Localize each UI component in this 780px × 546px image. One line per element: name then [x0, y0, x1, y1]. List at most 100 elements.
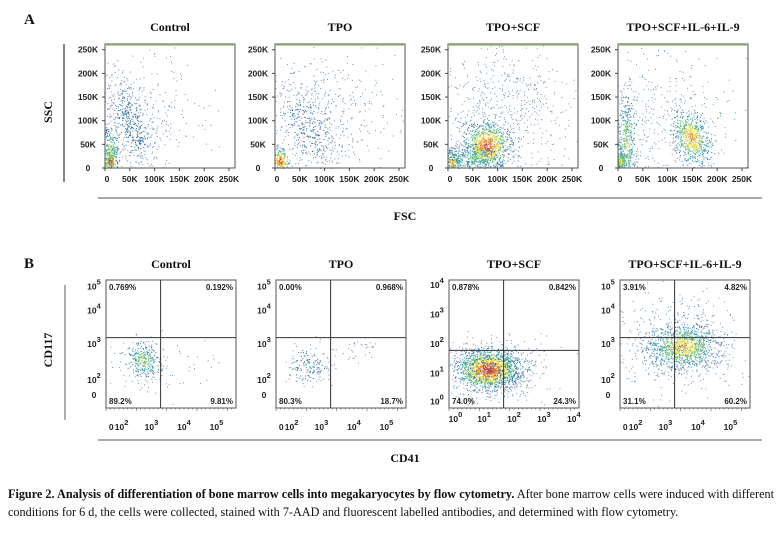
data-point [108, 145, 110, 147]
data-point [122, 120, 124, 121]
data-point [504, 149, 506, 151]
data-point [117, 148, 119, 150]
data-point [507, 111, 509, 113]
data-point [688, 130, 690, 132]
data-point [624, 82, 626, 84]
data-point [670, 55, 672, 57]
data-point [313, 80, 315, 82]
data-point [506, 131, 508, 132]
data-point [705, 120, 707, 122]
data-point [132, 117, 134, 119]
data-point [473, 151, 475, 152]
data-point [690, 122, 692, 124]
data-point [364, 110, 366, 112]
data-point [679, 136, 681, 138]
data-point [313, 117, 315, 119]
data-point [501, 161, 503, 163]
data-point [108, 151, 110, 153]
data-point [626, 142, 628, 144]
data-point [619, 131, 621, 133]
data-point [531, 157, 533, 159]
data-point [688, 149, 690, 151]
y-tick-label: 0 [429, 163, 434, 173]
data-point [463, 124, 464, 126]
data-point [630, 123, 632, 125]
data-point [458, 164, 460, 166]
data-point [704, 96, 706, 98]
data-point [281, 152, 283, 154]
data-point [114, 65, 116, 67]
data-point [680, 111, 682, 113]
data-point [486, 153, 488, 155]
data-point [135, 140, 136, 142]
data-point [179, 129, 181, 131]
data-point [108, 161, 110, 163]
data-point [131, 145, 132, 147]
data-point [633, 115, 634, 117]
data-point [697, 132, 698, 134]
data-point [109, 161, 110, 163]
data-point [622, 96, 624, 98]
data-point [113, 146, 115, 148]
data-point [466, 154, 468, 156]
data-point [336, 81, 338, 83]
data-point [503, 147, 505, 149]
data-point [455, 153, 457, 155]
data-point [534, 101, 535, 103]
data-point [502, 151, 504, 153]
data-point [650, 89, 652, 91]
data-point [461, 158, 463, 160]
data-point [128, 86, 130, 88]
data-point [683, 146, 685, 148]
data-point [107, 139, 108, 141]
data-point [621, 165, 623, 167]
data-point [509, 145, 511, 147]
data-point [307, 90, 309, 92]
data-point [490, 138, 492, 140]
data-point [466, 147, 468, 149]
data-point [461, 152, 463, 153]
data-point [301, 95, 303, 96]
data-point [333, 101, 334, 103]
data-point [680, 132, 682, 134]
data-point [133, 81, 135, 83]
data-point [698, 141, 700, 143]
data-point [283, 157, 285, 159]
data-point [502, 165, 504, 167]
data-point [675, 97, 677, 99]
data-point [109, 108, 110, 110]
data-point [122, 100, 124, 102]
data-point [489, 166, 491, 168]
data-point [142, 157, 144, 159]
data-point [700, 143, 702, 145]
data-point [170, 127, 171, 129]
data-point [488, 143, 490, 145]
data-point [543, 103, 545, 105]
data-point [649, 128, 651, 130]
data-point [306, 152, 308, 154]
data-point [625, 148, 627, 150]
data-point [638, 93, 640, 95]
data-point [474, 146, 476, 148]
data-point [494, 154, 496, 155]
data-point [685, 143, 687, 145]
data-point [717, 117, 719, 119]
data-point [485, 144, 487, 146]
data-point [631, 151, 633, 153]
data-point [702, 153, 704, 155]
data-point [481, 159, 483, 161]
data-point [478, 145, 480, 147]
data-point [491, 153, 493, 155]
data-point [490, 166, 492, 168]
data-point [480, 81, 482, 82]
data-point [142, 66, 144, 68]
data-point [676, 111, 678, 113]
data-point [136, 127, 138, 129]
data-point [136, 110, 138, 112]
data-point [502, 146, 504, 147]
data-point [496, 104, 498, 106]
data-point [143, 138, 145, 140]
data-point [490, 133, 492, 135]
data-point [472, 112, 474, 114]
data-point [714, 135, 716, 136]
